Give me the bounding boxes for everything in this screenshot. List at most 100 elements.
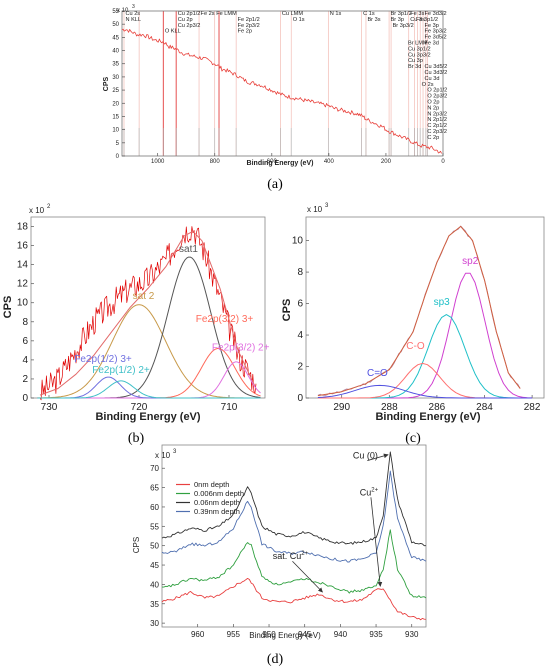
chart-c-ytick-label: 2 — [297, 362, 303, 373]
chart-a-line-label: N 2p — [427, 105, 439, 111]
chart-d-frame — [161, 444, 427, 628]
chart-d-annotation: Cu2+ — [360, 487, 379, 497]
chart-c-xtick-label: 282 — [524, 402, 541, 413]
chart-a-line-label: Fe 3d5/2 — [425, 35, 447, 41]
chart-c-annotation: C=O — [367, 368, 388, 379]
chart-c-annotation: C-O — [406, 341, 425, 352]
chart-a-line-label: Fe 2p — [238, 29, 252, 35]
chart-a-ytick-label: 50 — [112, 22, 119, 28]
chart-c: x 10 3 CPS Binding Energy (eV) 290 288 286… — [281, 203, 545, 423]
chart-d-legend-label: 0nm depth — [194, 480, 229, 489]
chart-d-xtick-label: 940 — [334, 630, 348, 639]
chart-d-annotation-arrow — [367, 453, 389, 461]
chart-a-line-label: O KLL — [165, 29, 181, 35]
chart-c-peak — [317, 314, 533, 399]
chart-a-line-label: Br 3s — [367, 17, 380, 23]
chart-a-ytick-label: 10 — [112, 128, 119, 134]
chart-d-ylabel: CPS — [132, 537, 141, 553]
chart-d-ytick-label: 45 — [150, 561, 159, 570]
chart-c-multiplier: x 10 — [307, 205, 323, 214]
chart-b-raw-data — [39, 226, 257, 401]
chart-c-envelope — [317, 225, 521, 397]
chart-d-ytick-label: 40 — [150, 580, 159, 589]
chart-a-line-label: N 2p1/2 — [427, 117, 447, 123]
chart-a-ytick-label: 40 — [112, 49, 119, 55]
panel-label-a: (a) — [267, 177, 283, 192]
chart-d-xlabel: Binding Energy (eV) — [249, 631, 321, 640]
chart-d-xtick-label: 955 — [227, 630, 241, 639]
chart-a-ylabel: CPS — [103, 76, 110, 91]
chart-b-annotation: sat 2 — [133, 291, 155, 302]
chart-c-annotation: sp3 — [434, 297, 451, 308]
chart-a-ytick-label: 35 — [112, 62, 119, 68]
chart-d-series-0nm-depth — [161, 577, 427, 621]
chart-b-peak — [37, 380, 261, 399]
chart-a-line-label: Br 3d — [408, 64, 421, 70]
chart-a-ytick-label: 5 — [116, 141, 120, 147]
chart-a-line-label: Cu 3p1/2 — [408, 46, 431, 52]
chart-d-series-0-39nm-depth — [161, 470, 427, 563]
chart-c-ytick-label: 4 — [297, 330, 303, 341]
chart-a-xlabel: Binding Energy (eV) — [247, 160, 314, 167]
chart-c-xtick-label: 290 — [333, 402, 350, 413]
chart-a-line-label: N KLL — [125, 17, 141, 23]
chart-b: x 10 2 CPS Binding Energy (eV) 730 720 710… — [2, 204, 270, 423]
chart-b-annotation: Fe2p(1/2) 2+ — [92, 365, 150, 376]
chart-d-xtick-label: 960 — [191, 630, 205, 639]
chart-a-line-label: C 2p1/2 — [427, 123, 447, 129]
chart-a-xtick-label: 0 — [441, 159, 445, 165]
chart-b-ytick-label: 14 — [17, 260, 29, 271]
chart-d-annotation: Cu (0) — [353, 451, 378, 461]
chart-b-ytick-label: 2 — [22, 374, 28, 385]
chart-d-annotation: sat. Cu2+ — [273, 551, 309, 561]
chart-c-ytick-label: 6 — [297, 299, 303, 310]
chart-d-annotation-arrow — [370, 497, 383, 587]
chart-d-ytick-label: 55 — [150, 522, 159, 531]
chart-a-line-label: Cu 2p — [178, 17, 193, 23]
chart-b-ytick-label: 4 — [22, 355, 28, 366]
chart-a-line-label: Cu 2s — [125, 11, 140, 17]
chart-a-line-label: Cu 2p3/2 — [178, 23, 201, 29]
chart-d-xtick-label: 945 — [298, 630, 312, 639]
chart-a-line-label: Cu 3d3/2 — [425, 70, 448, 76]
chart-b-ytick-label: 16 — [17, 241, 29, 252]
chart-a-line-label: Fe 3p — [425, 23, 439, 29]
chart-a-line-label: O 2s — [422, 82, 434, 88]
chart-c-ytick-label: 8 — [297, 267, 303, 278]
chart-c-peak — [317, 362, 533, 399]
chart-b-xtick-label: 720 — [131, 402, 148, 413]
chart-a-line-label: O 2p3/2 — [427, 94, 447, 100]
chart-a-multiplier-exp: 3 — [132, 4, 135, 10]
panel-label-c: (c) — [405, 431, 421, 446]
chart-b-ytick-label: 10 — [17, 298, 29, 309]
chart-c-xtick-label: 288 — [381, 402, 398, 413]
chart-a-xtick-label: 200 — [381, 159, 392, 165]
chart-a-line-label: Fe 3p3/2 — [425, 29, 447, 35]
chart-b-ytick-label: 0 — [22, 393, 28, 404]
chart-b-ytick-label: 8 — [22, 317, 28, 328]
chart-d-ytick-label: 65 — [150, 484, 159, 493]
chart-b-envelope — [39, 230, 257, 396]
chart-c-multiplier-exp: 3 — [325, 203, 329, 209]
chart-a-line-label: C 2p3/2 — [427, 129, 447, 135]
chart-a-line-label: Fe 3s — [410, 11, 424, 17]
chart-a-line-label: Cu LMM — [282, 11, 303, 17]
chart-d-ytick-label: 30 — [150, 619, 159, 628]
chart-c-peak — [317, 384, 533, 399]
chart-b-annotation: Fe2p(3/2) 3+ — [196, 314, 254, 325]
chart-a-ytick-label: 0 — [116, 154, 120, 160]
chart-c-xlabel: Binding Energy (eV) — [375, 411, 480, 423]
chart-b-multiplier-exp: 2 — [47, 204, 51, 210]
chart-a-line-label: Fe LMM — [216, 11, 237, 17]
chart-b-annotation: Fe2p(1/2) 3+ — [74, 354, 132, 365]
panel-label-b: (b) — [128, 431, 145, 446]
chart-a-line-label: Cu 3p3/2 — [408, 52, 431, 58]
chart-a: x 10 3 CPS Binding Energy (eV) 1000 800 60… — [103, 4, 447, 167]
chart-a-line-label: C 2p — [427, 135, 439, 141]
chart-a-line-label: Br LMM — [408, 41, 428, 47]
chart-d-series-0-06nm-depth — [161, 451, 426, 547]
panel-label-d: (d) — [267, 652, 284, 667]
chart-a-line-label: Cu 3d5/2 — [425, 64, 448, 70]
chart-a-xtick-label: 600 — [267, 159, 278, 165]
